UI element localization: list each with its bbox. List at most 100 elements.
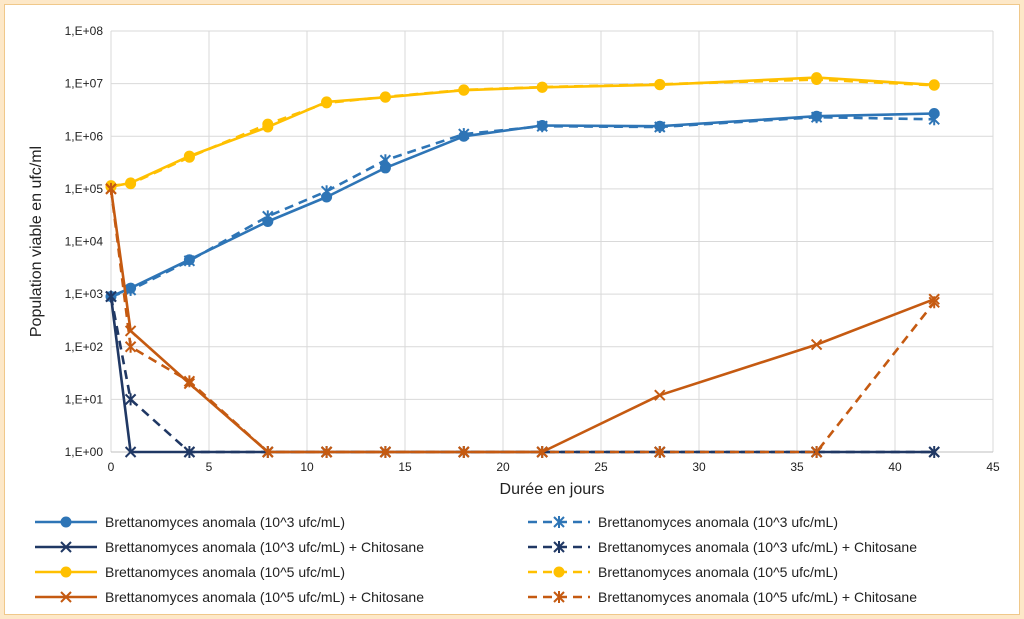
data-point <box>928 296 940 309</box>
x-tick-label: 40 <box>888 460 902 474</box>
x-tick-label: 10 <box>300 460 314 474</box>
series-line <box>109 296 935 454</box>
x-tick-label: 25 <box>594 460 608 474</box>
data-point <box>553 566 565 578</box>
data-point <box>654 120 666 133</box>
axes: 1,E+00 1,E+01 1,E+02 1,E+03 1,E+04 1,E+05 1,E+… <box>65 24 1000 474</box>
legend-item: Brettanomyces anomala (10^3 ufc/mL) <box>528 514 838 530</box>
series-line <box>110 115 935 298</box>
data-point <box>124 283 137 296</box>
x-tick-label: 5 <box>206 460 213 474</box>
legend-item: Brettanomyces anomala (10^5 ufc/mL) + Ch… <box>528 589 917 605</box>
series-6 <box>105 183 940 458</box>
legend-label: Brettanomyces anomala (10^3 ufc/mL) + Ch… <box>598 539 917 555</box>
x-tick-label: 15 <box>398 460 412 474</box>
data-point <box>320 185 333 198</box>
series-line <box>110 78 935 187</box>
data-point <box>124 340 137 353</box>
x-tick-label: 35 <box>790 460 804 474</box>
data-point <box>553 516 565 528</box>
legend-label: Brettanomyces anomala (10^3 ufc/mL) <box>105 514 345 530</box>
data-point <box>654 389 666 401</box>
y-tick-label: 1,E+05 <box>65 182 104 196</box>
series-line <box>109 188 935 454</box>
series-7 <box>105 182 940 458</box>
y-tick-label: 1,E+06 <box>65 129 104 143</box>
y-tick-label: 1,E+03 <box>65 287 104 301</box>
series-line <box>110 76 935 188</box>
data-point <box>553 541 565 553</box>
data-point <box>810 111 823 124</box>
series-line <box>110 112 935 298</box>
data-point <box>60 541 72 553</box>
series-line <box>109 188 936 454</box>
data-point <box>60 566 72 578</box>
data-point <box>105 182 117 195</box>
data-point <box>458 446 470 458</box>
data-point <box>928 446 940 458</box>
chart-container: 1,E+00 1,E+01 1,E+02 1,E+03 1,E+04 1,E+05 1,E+… <box>4 4 1020 615</box>
y-tick-label: 1,E+08 <box>65 24 104 38</box>
legend-item: Brettanomyces anomala (10^5 ufc/mL) <box>35 564 345 580</box>
data-point <box>379 154 392 167</box>
data-point <box>379 91 391 103</box>
series-3 <box>105 290 940 458</box>
series-1 <box>105 111 940 303</box>
data-point <box>810 446 823 458</box>
data-point <box>105 290 117 303</box>
legend-item: Brettanomyces anomala (10^3 ufc/mL) + Ch… <box>35 539 424 555</box>
data-point <box>262 118 274 130</box>
data-point <box>124 393 137 406</box>
legend-item: Brettanomyces anomala (10^5 ufc/mL) + Ch… <box>35 589 424 605</box>
grid <box>110 30 994 453</box>
x-tick-label: 20 <box>496 460 510 474</box>
data-point <box>183 254 196 267</box>
data-point <box>928 113 940 126</box>
y-tick-label: 1,E+01 <box>65 392 104 406</box>
data-point <box>60 591 72 603</box>
x-tick-label: 0 <box>108 460 115 474</box>
legend: Brettanomyces anomala (10^3 ufc/mL) Brett… <box>35 514 917 605</box>
legend-label: Brettanomyces anomala (10^5 ufc/mL) + Ch… <box>598 589 917 605</box>
data-point <box>458 84 470 96</box>
data-point <box>262 446 274 458</box>
y-tick-label: 1,E+04 <box>65 235 104 249</box>
y-tick-label: 1,E+00 <box>65 445 104 459</box>
y-tick-label: 1,E+02 <box>65 340 104 354</box>
data-point <box>183 151 195 163</box>
series-4 <box>105 72 940 193</box>
x-tick-label: 45 <box>986 460 1000 474</box>
series-line <box>109 296 935 454</box>
legend-item: Brettanomyces anomala (10^5 ufc/mL) <box>528 564 838 580</box>
line-chart: 1,E+00 1,E+01 1,E+02 1,E+03 1,E+04 1,E+05 1,E+… <box>28 24 1000 605</box>
data-point <box>536 120 548 133</box>
data-point <box>125 178 137 190</box>
data-point <box>321 97 333 109</box>
data-point <box>183 375 196 388</box>
data-point <box>553 591 565 603</box>
data-point <box>928 79 940 91</box>
legend-item: Brettanomyces anomala (10^3 ufc/mL) + Ch… <box>528 539 917 555</box>
legend-label: Brettanomyces anomala (10^3 ufc/mL) <box>598 514 838 530</box>
data-point <box>183 446 196 458</box>
data-point <box>654 446 666 458</box>
x-axis-title: Durée en jours <box>500 481 605 498</box>
legend-item: Brettanomyces anomala (10^3 ufc/mL) <box>35 514 345 530</box>
legend-label: Brettanomyces anomala (10^3 ufc/mL) + Ch… <box>105 539 424 555</box>
series-5 <box>105 73 940 192</box>
data-point <box>536 446 548 458</box>
x-tick-label: 30 <box>692 460 706 474</box>
data-point <box>320 446 333 458</box>
data-point <box>458 128 470 141</box>
legend-label: Brettanomyces anomala (10^5 ufc/mL) <box>598 564 838 580</box>
legend-label: Brettanomyces anomala (10^5 ufc/mL) + Ch… <box>105 589 424 605</box>
legend-label: Brettanomyces anomala (10^5 ufc/mL) <box>105 564 345 580</box>
y-tick-label: 1,E+07 <box>65 77 104 91</box>
data-point <box>536 81 548 93</box>
data-point <box>654 78 666 90</box>
data-point <box>379 446 392 458</box>
data-point <box>810 338 823 351</box>
data-point <box>262 210 274 223</box>
y-axis-title: Population viable en ufc/ml <box>28 146 45 337</box>
series-0 <box>105 108 940 303</box>
